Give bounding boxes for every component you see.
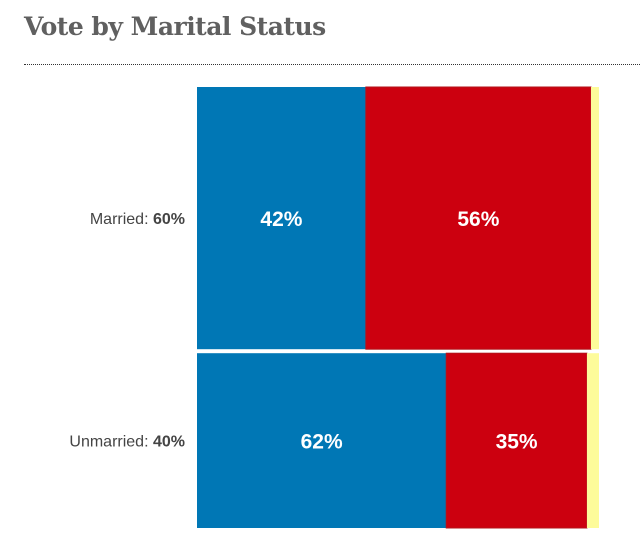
row-label: Married: 60% [90,211,185,228]
segment-label: 56% [457,208,499,231]
bar-segment [365,86,592,350]
segment-label: 62% [301,431,343,454]
divider [24,64,640,65]
bar-segment [197,87,366,350]
row-label-share: 60% [153,211,185,228]
bar-segment [586,353,599,528]
segment-label: 35% [496,431,538,454]
bar-segment [445,352,588,529]
bar-segment [197,353,447,528]
row-label: Unmarried: 40% [69,434,185,451]
row-label-share: 40% [153,434,185,451]
chart-title: Vote by Marital Status [24,12,326,41]
row-label-name: Unmarried: [69,434,153,451]
row-label-name: Married: [90,211,153,228]
bar-segment [590,87,599,350]
segment-label: 42% [260,208,302,231]
